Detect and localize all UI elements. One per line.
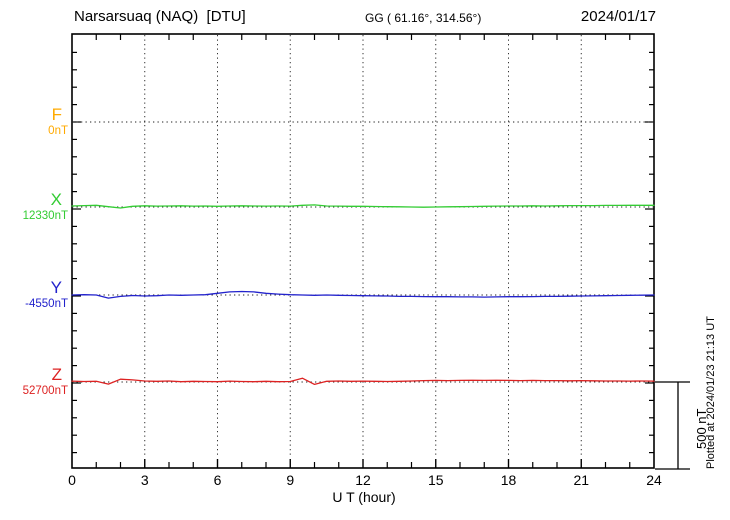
x-tick-label-21: 21: [573, 472, 590, 488]
channel-baseline-value-y: -4550nT: [25, 298, 68, 310]
trace-x: [71, 204, 655, 209]
x-tick-label-9: 9: [286, 472, 295, 488]
channel-label-y: Y: [50, 278, 62, 297]
channel-label-f: F: [51, 105, 62, 124]
x-tick-label-3: 3: [140, 472, 149, 488]
observation-date: 2024/01/17: [580, 8, 656, 25]
trace-y: [71, 290, 655, 299]
x-tick-label-12: 12: [355, 472, 371, 488]
x-tick-label-0: 0: [68, 472, 76, 488]
x-tick-label-18: 18: [500, 472, 517, 488]
channel-baseline-value-x: 12330nT: [22, 210, 68, 222]
station-title: Narsarsuaq (NAQ) [DTU]: [74, 8, 246, 25]
x-tick-label-6: 6: [213, 472, 222, 488]
channel-label-z: Z: [51, 365, 62, 384]
plotted-at-note: Plotted at 2024/01/23 21:13 UT: [705, 316, 717, 469]
x-tick-label-15: 15: [427, 472, 444, 488]
x-axis-tick-labels: 0 3 6 9 12 15 18 21 24: [0, 473, 730, 489]
trace-z: [71, 377, 655, 386]
channel-baseline-value-z: 52700nT: [22, 385, 68, 397]
x-axis-label: U T (hour): [332, 489, 396, 505]
geographic-coordinates: GG ( 61.16°, 314.56°): [365, 11, 482, 25]
channel-label-x: X: [50, 190, 62, 209]
channel-baseline-value-f: 0nT: [48, 125, 68, 137]
x-tick-label-24: 24: [646, 472, 662, 488]
